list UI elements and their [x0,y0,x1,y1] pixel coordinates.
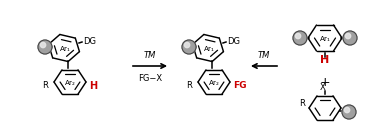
Circle shape [38,40,52,54]
Text: Ar₁: Ar₁ [60,46,70,52]
Text: H: H [89,81,97,91]
Circle shape [345,33,351,39]
Text: TM: TM [258,51,270,60]
Text: X: X [320,84,326,92]
Circle shape [295,33,301,39]
Text: R: R [42,82,48,90]
Circle shape [40,42,46,48]
Circle shape [293,31,307,45]
Text: Ar₁: Ar₁ [319,36,330,42]
Text: Ar₁: Ar₁ [204,46,214,52]
Text: R: R [299,99,305,109]
Text: H: H [321,55,330,65]
Text: FG−X: FG−X [138,74,162,83]
Text: TM: TM [144,51,156,60]
Circle shape [184,42,190,48]
Text: DG: DG [227,38,240,47]
Text: R: R [186,82,192,90]
Text: Ar₂: Ar₂ [65,80,76,86]
Circle shape [343,31,357,45]
Text: DG: DG [83,38,96,47]
Text: FG: FG [233,82,246,90]
Circle shape [342,105,356,119]
Circle shape [182,40,196,54]
Text: +: + [320,76,330,88]
Text: Ar₂: Ar₂ [209,80,220,86]
Circle shape [344,107,350,113]
